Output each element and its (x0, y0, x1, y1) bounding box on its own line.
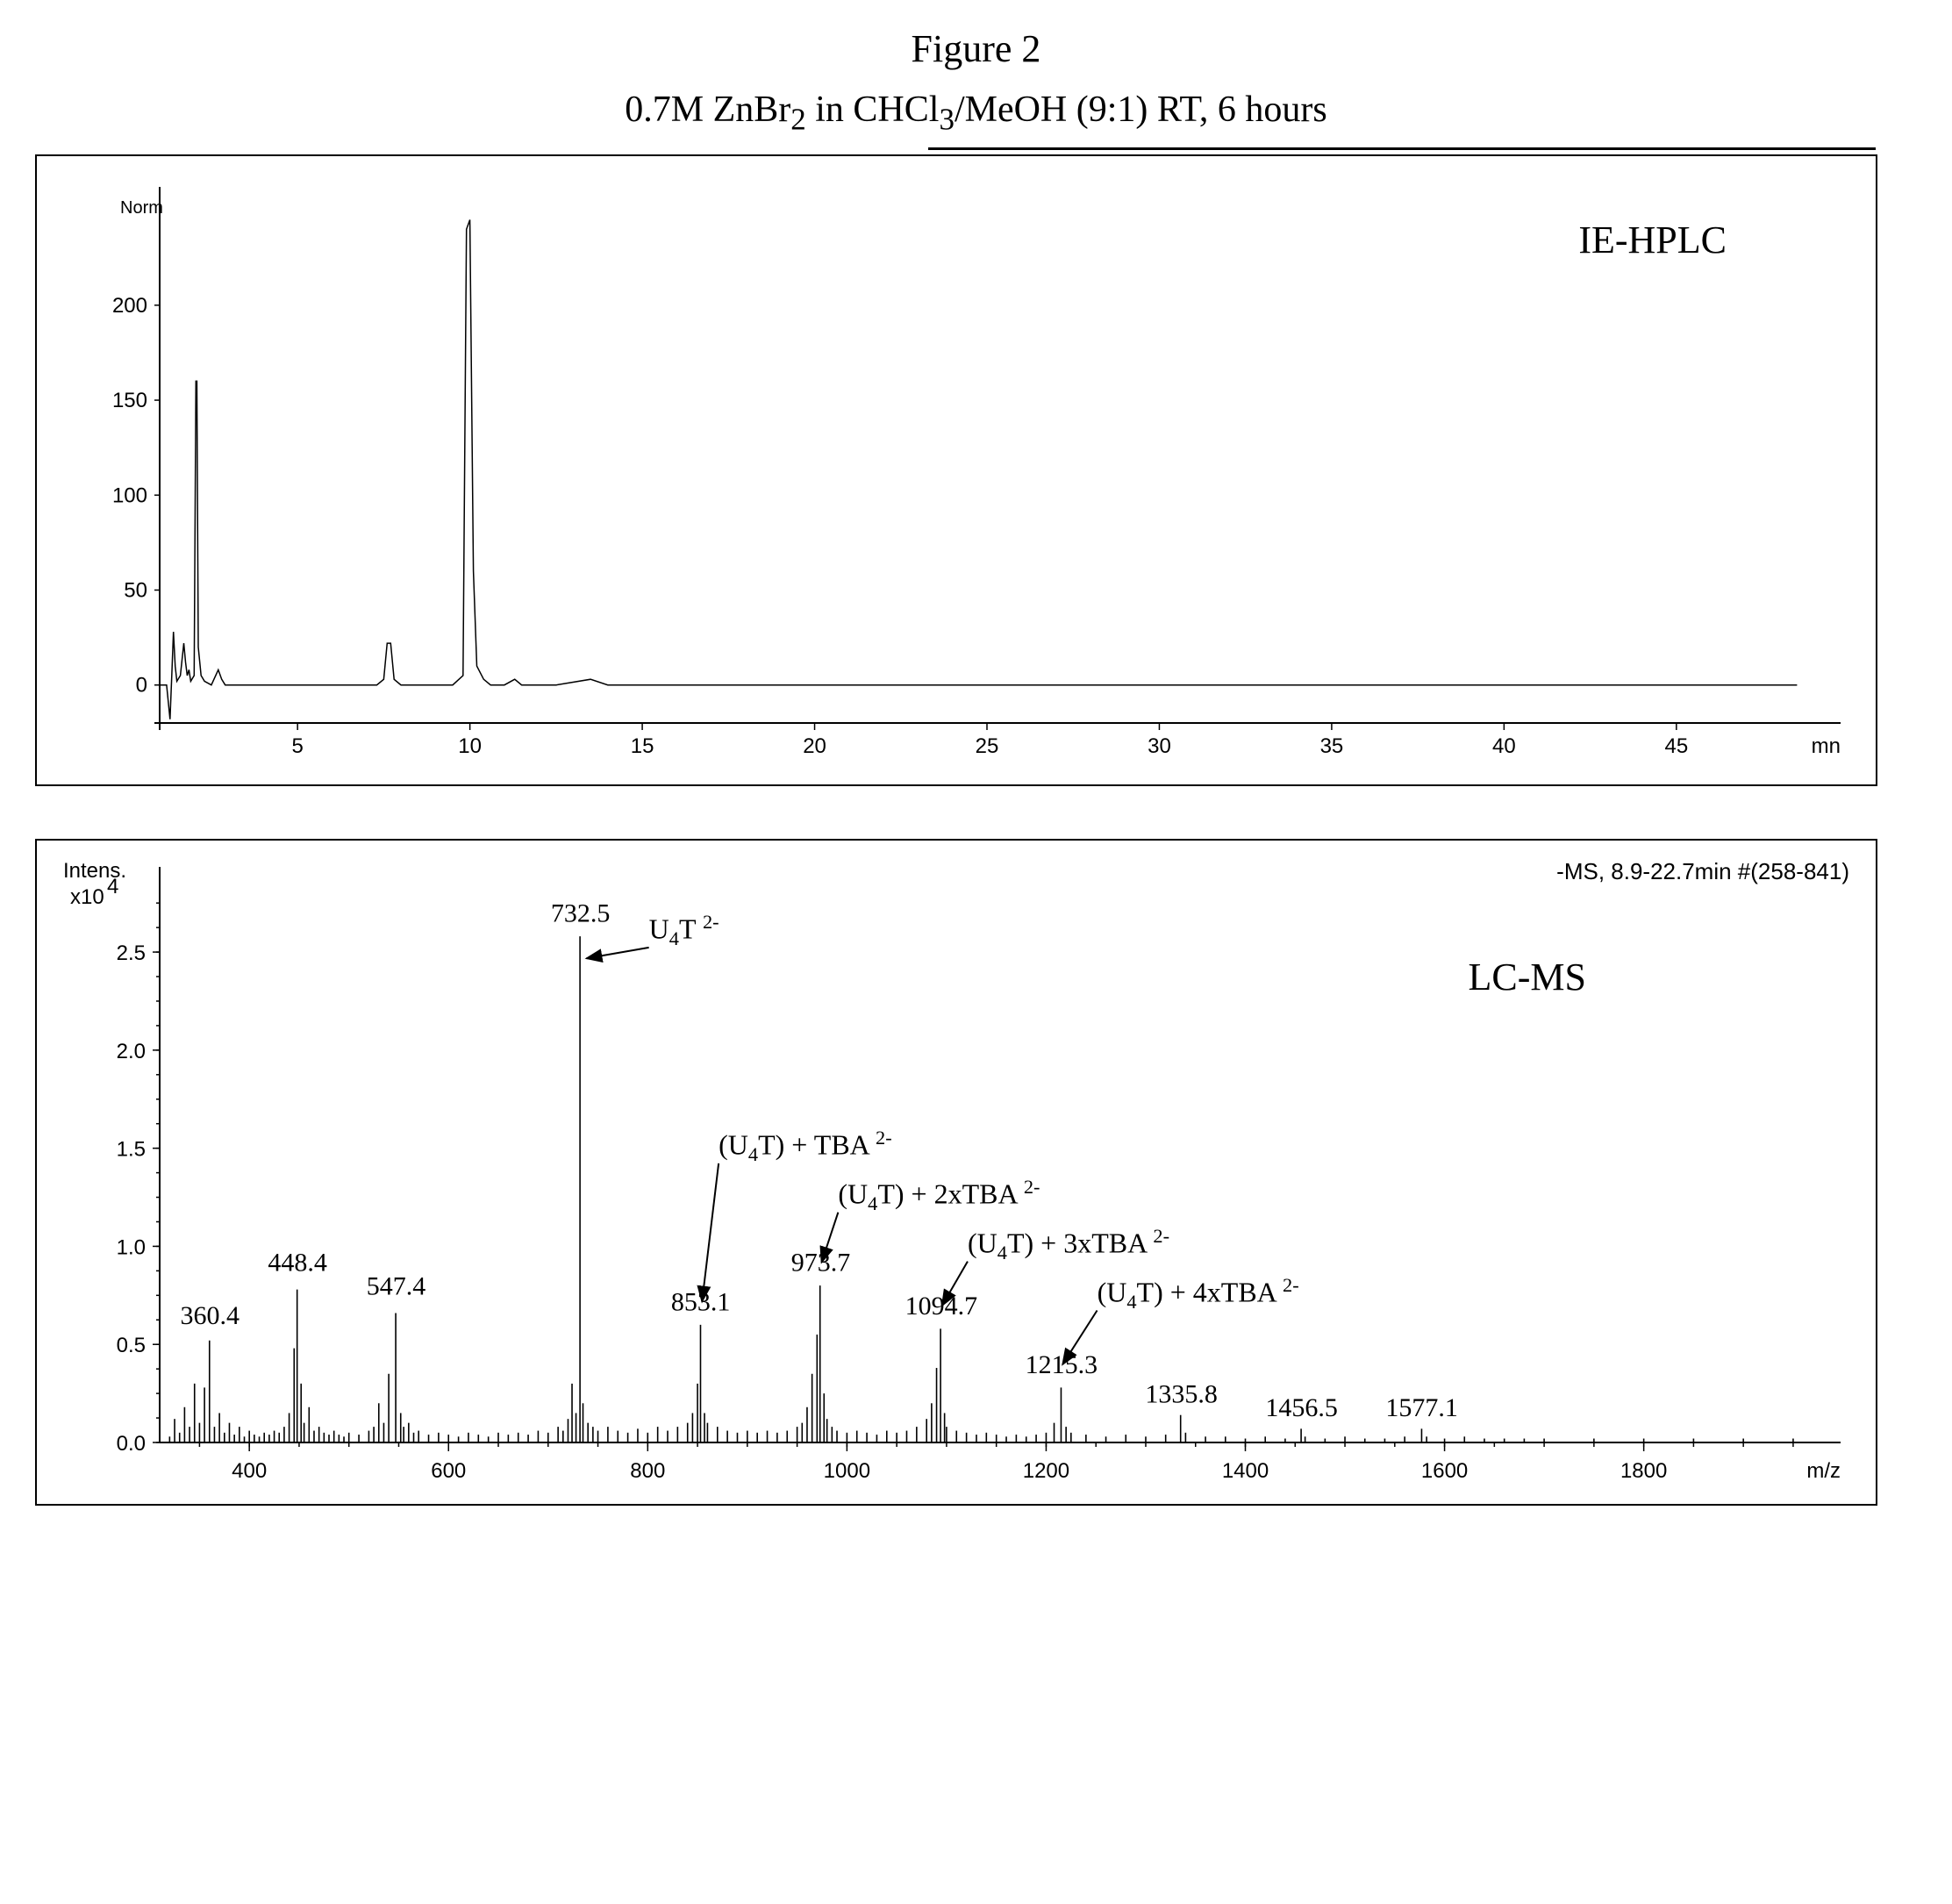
svg-text:1400: 1400 (1222, 1459, 1269, 1483)
svg-text:1215.3: 1215.3 (1026, 1350, 1098, 1379)
svg-text:1600: 1600 (1421, 1459, 1468, 1483)
svg-text:2.0: 2.0 (117, 1040, 146, 1063)
svg-text:1335.8: 1335.8 (1145, 1380, 1218, 1409)
svg-text:800: 800 (630, 1459, 665, 1483)
svg-text:1.5: 1.5 (117, 1138, 146, 1162)
svg-text:0: 0 (136, 674, 147, 698)
figure-title: Figure 2 (35, 26, 1917, 71)
svg-text:x10: x10 (70, 885, 104, 909)
svg-text:1456.5: 1456.5 (1265, 1394, 1338, 1423)
svg-text:4: 4 (107, 875, 118, 898)
svg-text:m/z: m/z (1806, 1459, 1841, 1483)
svg-text:15: 15 (631, 734, 654, 758)
hplc-chart-label: IE-HPLC (1578, 218, 1727, 262)
svg-text:853.1: 853.1 (671, 1288, 731, 1317)
svg-text:448.4: 448.4 (268, 1249, 327, 1278)
svg-text:150: 150 (112, 389, 147, 412)
svg-text:50: 50 (124, 579, 147, 603)
svg-text:10: 10 (458, 734, 482, 758)
ms-svg: Intens.x1040.00.51.01.52.02.540060080010… (37, 841, 1876, 1504)
svg-text:1800: 1800 (1620, 1459, 1667, 1483)
svg-text:1094.7: 1094.7 (905, 1292, 978, 1321)
ms-chart: -MS, 8.9-22.7min #(258-841) LC-MS Intens… (35, 839, 1877, 1506)
svg-text:1577.1: 1577.1 (1385, 1394, 1458, 1423)
svg-text:400: 400 (232, 1459, 267, 1483)
svg-text:20: 20 (803, 734, 826, 758)
svg-text:200: 200 (112, 294, 147, 318)
svg-text:0.5: 0.5 (117, 1335, 146, 1358)
svg-text:732.5: 732.5 (551, 899, 611, 928)
svg-text:1.0: 1.0 (117, 1236, 146, 1260)
svg-text:973.7: 973.7 (791, 1249, 851, 1278)
svg-text:600: 600 (431, 1459, 466, 1483)
svg-text:1200: 1200 (1023, 1459, 1069, 1483)
svg-text:360.4: 360.4 (180, 1301, 240, 1330)
ms-chart-label: LC-MS (1469, 955, 1586, 999)
figure-subtitle: 0.7M ZnBr2 in CHCl3/MeOH (9:1) RT, 6 hou… (35, 89, 1917, 137)
svg-text:547.4: 547.4 (367, 1272, 426, 1301)
svg-text:1000: 1000 (824, 1459, 870, 1483)
top-rule (928, 147, 1876, 150)
hplc-y-unit: Norm (120, 198, 163, 218)
svg-text:0.0: 0.0 (117, 1432, 146, 1456)
svg-text:35: 35 (1320, 734, 1344, 758)
svg-text:25: 25 (976, 734, 999, 758)
hplc-chart: IE-HPLC Norm 0 50 100 150 200 5 10 15 20 25 30 35 40… (35, 154, 1877, 786)
svg-text:45: 45 (1664, 734, 1688, 758)
svg-text:30: 30 (1148, 734, 1171, 758)
svg-text:100: 100 (112, 484, 147, 508)
svg-text:mn: mn (1812, 734, 1841, 758)
svg-text:5: 5 (291, 734, 303, 758)
svg-text:2.5: 2.5 (117, 941, 146, 965)
ms-header: -MS, 8.9-22.7min #(258-841) (1556, 858, 1849, 885)
svg-text:40: 40 (1492, 734, 1516, 758)
